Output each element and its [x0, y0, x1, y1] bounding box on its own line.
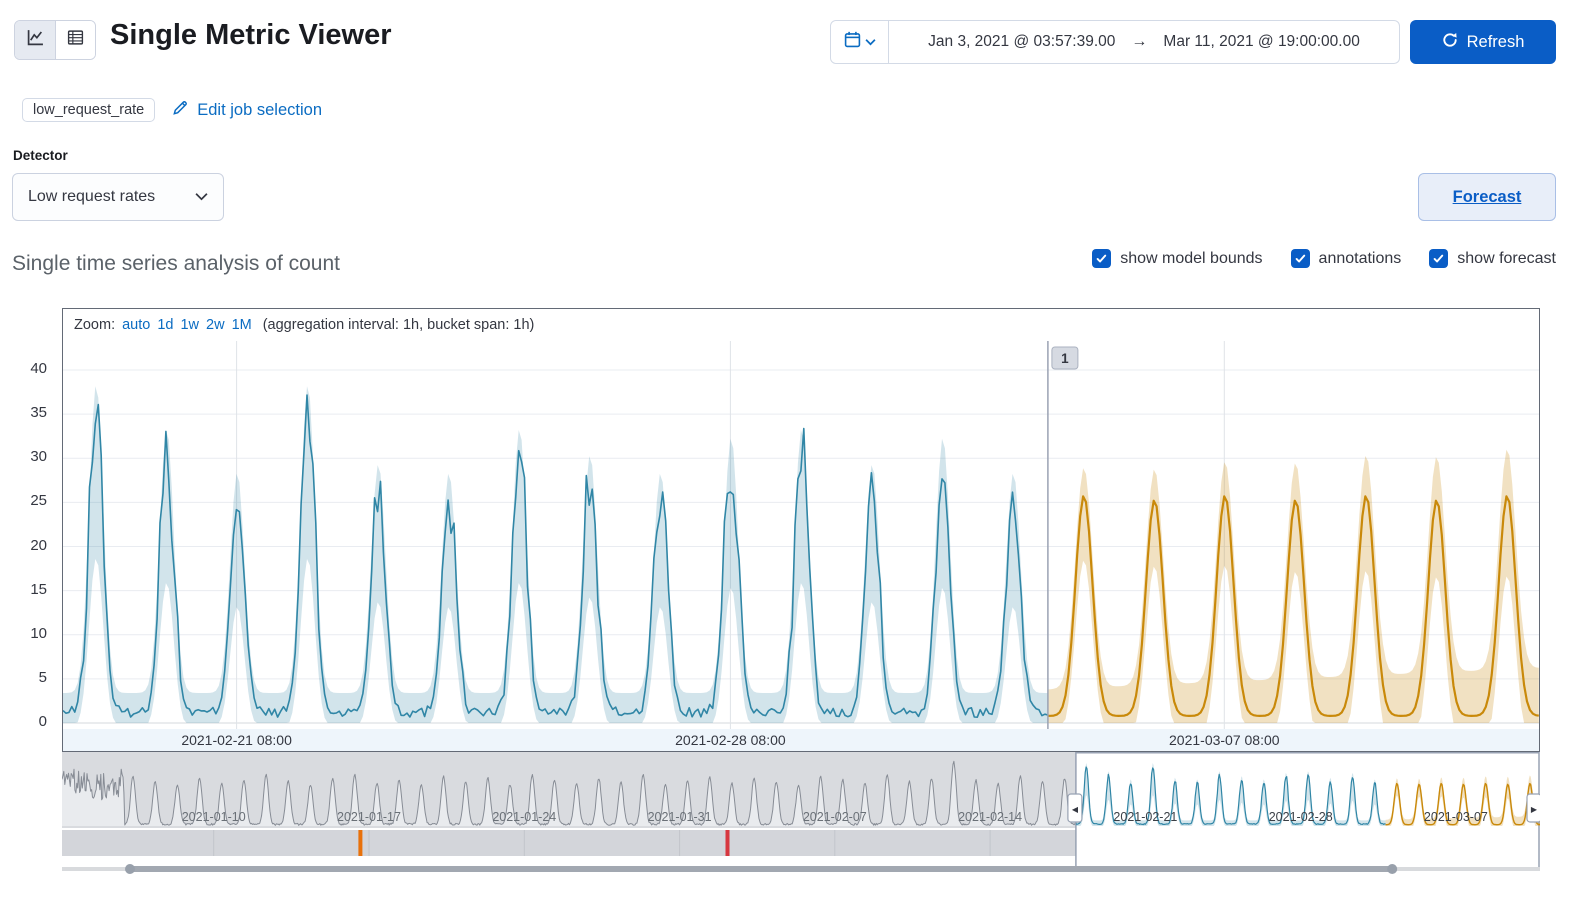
line-chart-icon	[27, 29, 44, 51]
anomaly-marker[interactable]	[358, 830, 363, 856]
context-axis-label: 2021-01-24	[492, 810, 556, 824]
context-axis-label: 2021-02-14	[958, 810, 1022, 824]
detector-select-value: Low request rates	[28, 188, 156, 205]
anomaly-swimlane[interactable]	[62, 830, 1076, 856]
checkbox-annotations[interactable]: annotations	[1290, 249, 1402, 268]
context-axis-label: 2021-02-28	[1269, 810, 1333, 824]
checkbox-checked-icon	[1429, 249, 1449, 268]
edit-job-selection-label: Edit job selection	[197, 100, 322, 119]
y-axis-label: 15	[30, 580, 47, 598]
date-range-picker: Jan 3, 2021 @ 03:57:39.00 → Mar 11, 2021…	[830, 20, 1400, 64]
refresh-label: Refresh	[1466, 32, 1525, 51]
context-axis-label: 2021-01-10	[182, 810, 246, 824]
annotation-marker[interactable]: 1	[1051, 346, 1079, 370]
anomaly-marker[interactable]	[725, 830, 730, 856]
checkbox-label: show model bounds	[1120, 249, 1263, 267]
scrollbar-left-knob[interactable]	[125, 864, 135, 874]
y-axis-label: 20	[30, 536, 47, 554]
window-forecast-line	[1385, 782, 1540, 826]
aggregation-note: (aggregation interval: 1h, bucket span: …	[262, 317, 535, 333]
x-axis-label: 2021-02-28 08:00	[675, 732, 786, 748]
end-date-button[interactable]: Mar 11, 2021 @ 19:00:00.00	[1153, 29, 1369, 55]
chart-view-button[interactable]	[15, 21, 55, 59]
table-view-button[interactable]	[55, 21, 95, 59]
checkbox-label: show forecast	[1457, 249, 1556, 267]
window-model-bounds	[1075, 763, 1386, 826]
y-axis-label: 25	[30, 492, 47, 510]
forecast-bounds-area	[1047, 449, 1539, 723]
pencil-icon	[172, 99, 189, 121]
date-range-arrow-icon: →	[1131, 33, 1148, 50]
checkbox-show-forecast[interactable]: show forecast	[1429, 249, 1556, 268]
edit-job-selection-link[interactable]: Edit job selection	[172, 99, 322, 121]
y-axis: 0 5 10 15 20 25 30 35 40	[0, 308, 56, 752]
zoom-link-2w[interactable]: 2w	[206, 317, 225, 333]
job-badge: low_request_rate	[22, 98, 156, 122]
chevron-left-icon: ◀	[1072, 805, 1079, 814]
window-right-handle[interactable]: ▶	[1526, 793, 1540, 823]
zoom-links: auto 1d 1w 2w 1M	[115, 317, 252, 333]
y-axis-label: 10	[30, 624, 47, 642]
refresh-icon	[1442, 32, 1458, 53]
zoom-link-1w[interactable]: 1w	[180, 317, 200, 333]
zoom-link-1d[interactable]: 1d	[157, 317, 174, 333]
main-chart[interactable]: 2021-02-21 08:00 2021-02-28 08:00 2021-03-…	[63, 341, 1539, 751]
x-axis-label: 2021-02-21 08:00	[181, 732, 292, 748]
checkbox-label: annotations	[1318, 249, 1402, 267]
zoom-link-auto[interactable]: auto	[122, 317, 151, 333]
context-series-line	[62, 760, 1077, 826]
calendar-dropdown-button[interactable]	[831, 21, 889, 63]
analysis-heading: Single time series analysis of count	[12, 252, 340, 275]
y-axis-label: 0	[38, 713, 47, 730]
checkbox-checked-icon	[1290, 249, 1310, 268]
view-toggle	[14, 20, 96, 60]
svg-text:1: 1	[1061, 351, 1069, 366]
calendar-icon	[844, 31, 861, 53]
date-range-display: Jan 3, 2021 @ 03:57:39.00 → Mar 11, 2021…	[889, 21, 1399, 63]
context-chart[interactable]: 2021-01-10 2021-01-17 2021-01-24 2021-01-31…	[62, 752, 1540, 876]
y-axis-label: 35	[30, 404, 47, 422]
window-actual-line	[1075, 766, 1386, 826]
context-axis-label: 2021-02-07	[803, 810, 867, 824]
y-axis-label: 40	[30, 360, 47, 377]
chevron-right-icon: ▶	[1531, 805, 1538, 814]
actual-series-line	[63, 394, 1049, 718]
zoom-link-1M[interactable]: 1M	[231, 317, 252, 333]
forecast-button[interactable]: Forecast	[1418, 173, 1556, 221]
window-forecast-bounds	[1385, 775, 1540, 826]
window-left-handle[interactable]: ◀	[1067, 793, 1083, 823]
chevron-down-icon	[195, 188, 208, 206]
job-bar: low_request_rate Edit job selection	[22, 98, 322, 122]
detector-select[interactable]: Low request rates	[12, 173, 224, 221]
start-date-button[interactable]: Jan 3, 2021 @ 03:57:39.00	[918, 29, 1125, 55]
context-axis-label: 2021-03-07	[1424, 810, 1488, 824]
refresh-button[interactable]: Refresh	[1410, 20, 1556, 64]
context-axis-label: 2021-01-17	[337, 810, 401, 824]
chart-controls: show model bounds annotations show forecas…	[1092, 249, 1556, 268]
model-bounds-area	[63, 386, 1048, 723]
detector-label: Detector	[13, 148, 68, 163]
chevron-down-icon	[864, 33, 876, 51]
forecast-series-line	[1047, 495, 1539, 717]
checkbox-checked-icon	[1092, 249, 1112, 268]
zoom-bar: Zoom: auto 1d 1w 2w 1M (aggregation interval…	[63, 309, 1539, 341]
checkbox-show-model-bounds[interactable]: show model bounds	[1092, 249, 1263, 268]
main-chart-container: Zoom: auto 1d 1w 2w 1M (aggregation interval…	[62, 308, 1540, 752]
zoom-label: Zoom:	[74, 317, 116, 333]
page-title: Single Metric Viewer	[110, 19, 392, 51]
y-axis-label: 5	[38, 668, 47, 686]
y-axis-label: 30	[30, 448, 47, 466]
context-series-area	[62, 761, 1076, 826]
context-axis-label: 2021-01-31	[648, 810, 712, 824]
context-axis-label: 2021-02-21	[1113, 810, 1177, 824]
x-axis-strip	[63, 729, 1539, 751]
x-axis-label: 2021-03-07 08:00	[1169, 732, 1280, 748]
scrollbar-right-knob[interactable]	[1387, 864, 1398, 874]
data-table-icon	[67, 29, 84, 51]
